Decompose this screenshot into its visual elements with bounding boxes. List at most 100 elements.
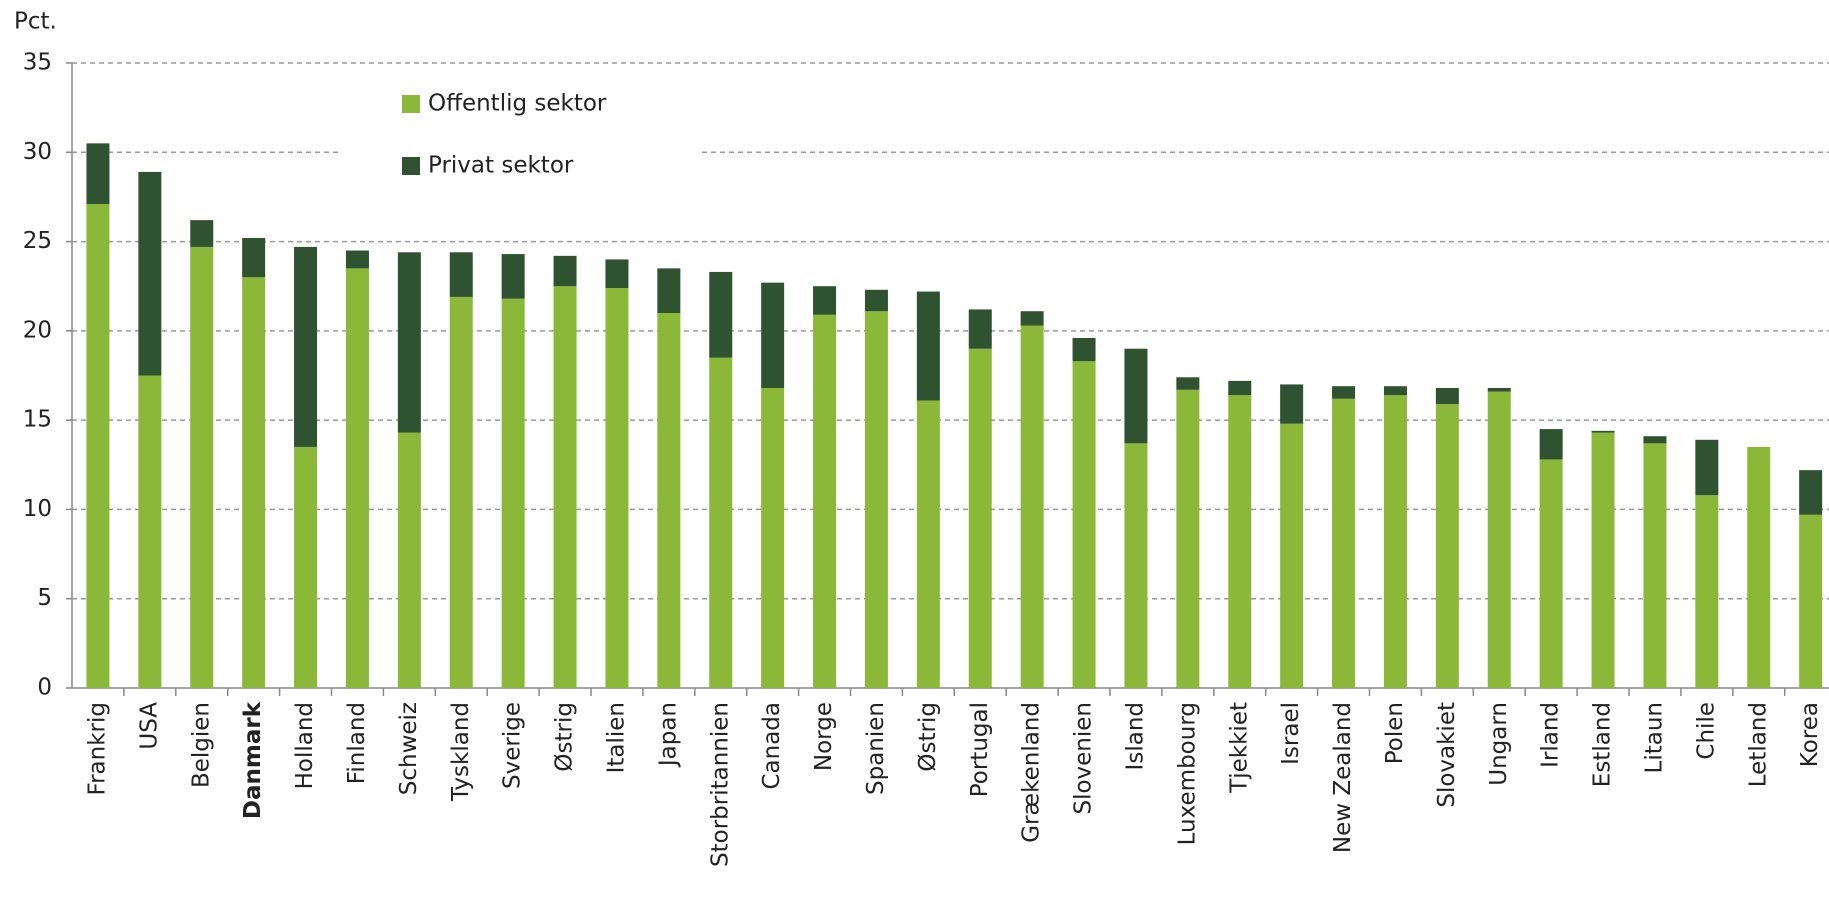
x-tick-label: Slovakiet	[1434, 702, 1460, 808]
x-tick-label: Korea	[1797, 702, 1823, 767]
legend-swatch	[402, 157, 420, 175]
bar-segment	[916, 291, 940, 401]
bar-segment	[605, 288, 629, 688]
bar-segment	[86, 204, 110, 689]
x-tick-label: Luxembourg	[1174, 702, 1200, 845]
bar-segment	[449, 296, 473, 688]
bar-segment	[553, 255, 577, 287]
bar-segment	[138, 375, 162, 688]
x-tick-label: Letland	[1745, 702, 1771, 787]
bar-segment	[501, 298, 525, 688]
bar-segment	[449, 252, 473, 297]
bar-segment	[190, 246, 214, 688]
x-tick-label: Canada	[759, 702, 785, 790]
x-tick-label: Danmark	[240, 701, 266, 819]
bar-segment	[1487, 388, 1511, 392]
x-tick-label: Island	[1122, 702, 1148, 770]
bar-segment	[1435, 404, 1459, 688]
bar-segment	[1176, 377, 1200, 390]
bar-segment	[1643, 443, 1667, 688]
bar-segment	[397, 252, 421, 433]
bar-segment	[501, 254, 525, 299]
bar-segment	[397, 432, 421, 688]
x-tick-label: Frankrig	[84, 702, 110, 795]
y-tick-label: 25	[23, 228, 52, 254]
bar-segment	[709, 271, 733, 358]
y-tick-label: 30	[23, 139, 52, 165]
x-tick-label: Portugal	[967, 702, 993, 797]
bar-segment	[968, 348, 992, 688]
bar-segment	[761, 388, 785, 688]
x-tick-label: Slovenien	[1071, 702, 1097, 815]
bar-segment	[1695, 439, 1719, 496]
y-tick-label: 20	[23, 317, 52, 343]
y-axis-label: Pct.	[14, 9, 57, 35]
bar-segment	[761, 282, 785, 388]
x-tick-label: Finland	[344, 702, 370, 784]
x-tick-label: Schweiz	[396, 702, 422, 795]
x-tick-label: New Zealand	[1330, 702, 1356, 853]
bar-segment	[605, 259, 629, 288]
bar-segment	[1591, 432, 1615, 688]
y-tick-label: 5	[37, 585, 52, 611]
bar-segment	[657, 268, 681, 313]
x-tick-label: Belgien	[188, 702, 214, 788]
bar-segment	[1799, 514, 1823, 688]
bar-segment	[657, 313, 681, 688]
bar-segment	[1072, 361, 1096, 688]
bar-segment	[1799, 470, 1823, 515]
legend-label: Offentlig sektor	[428, 91, 607, 117]
x-tick-label: Østrig	[915, 702, 941, 772]
legend-label: Privat sektor	[428, 153, 574, 179]
x-tick-label: Sverige	[500, 702, 526, 789]
x-tick-label: Tjekkiet	[1226, 702, 1252, 794]
bar-segment	[1539, 459, 1563, 688]
x-tick-label: Polen	[1382, 702, 1408, 764]
bar-segment	[968, 309, 992, 349]
x-tick-label: Spanien	[863, 702, 889, 795]
legend-background	[338, 78, 700, 196]
bar-segment	[1228, 380, 1252, 396]
bar-segment	[864, 311, 888, 688]
bar-segment	[1435, 388, 1459, 405]
bar-segment	[1487, 391, 1511, 688]
bar-segment	[1280, 423, 1304, 688]
x-tick-label: Japan	[655, 702, 681, 768]
bar-segment	[1020, 311, 1044, 326]
bar-segment	[813, 314, 837, 688]
x-tick-label: Irland	[1538, 702, 1564, 768]
x-tick-label: Chile	[1693, 702, 1719, 760]
bar-segment	[1643, 436, 1667, 444]
x-tick-label: Ungarn	[1486, 702, 1512, 786]
x-tick-label: Norge	[811, 702, 837, 771]
bar-segment	[1020, 325, 1044, 688]
bar-segment	[1695, 495, 1719, 688]
x-tick-label: USA	[136, 702, 162, 750]
y-tick-label: 35	[23, 50, 52, 76]
bar-segment	[1747, 446, 1771, 688]
x-tick-label: Østrig	[552, 702, 578, 772]
y-tick-label: 15	[23, 407, 52, 433]
bar-segment	[1176, 389, 1200, 688]
bar-segment	[294, 246, 318, 447]
bar-segment	[138, 171, 162, 376]
bar-segment	[242, 277, 266, 688]
bar-segment	[1228, 395, 1252, 688]
bar-segment	[1591, 430, 1615, 433]
bar-segment	[864, 289, 888, 312]
bar-segment	[1072, 338, 1096, 362]
bar-segment	[345, 250, 369, 269]
bar-segment	[190, 220, 214, 247]
bar-segment	[242, 238, 266, 278]
bar-segment	[1124, 443, 1148, 688]
bar-segment	[553, 286, 577, 688]
x-tick-label: Italien	[603, 702, 629, 773]
bar-segment	[345, 268, 369, 688]
bar-segment	[1539, 429, 1563, 460]
bar-segment	[1332, 386, 1356, 399]
x-tick-label: Grækenland	[1019, 702, 1045, 843]
x-tick-label: Tyskland	[448, 702, 474, 802]
bar-segment	[1383, 386, 1407, 396]
x-tick-label: Israel	[1278, 702, 1304, 765]
